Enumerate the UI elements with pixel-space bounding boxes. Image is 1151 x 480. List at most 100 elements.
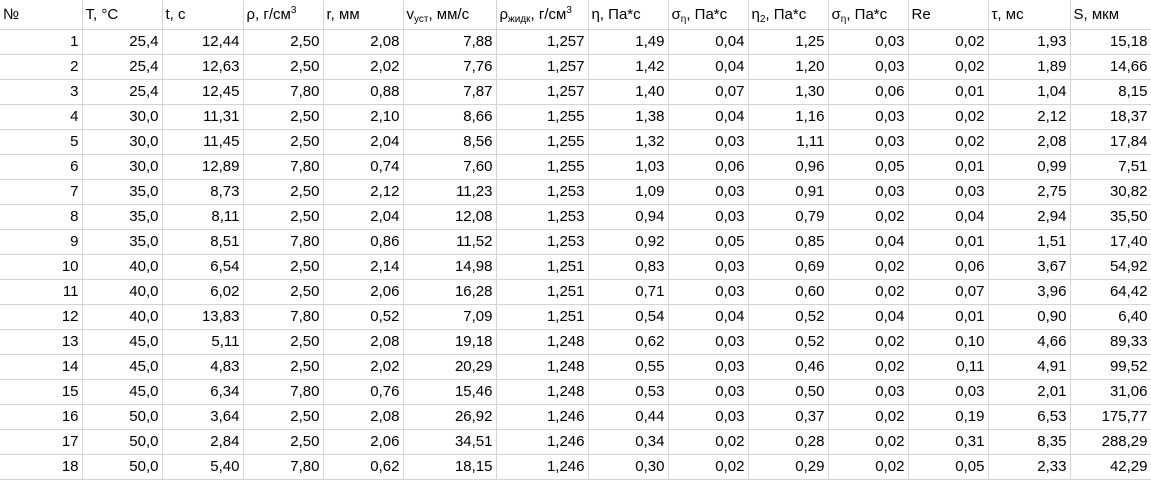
table-cell[interactable]: 25,4 [82, 79, 163, 105]
table-cell[interactable]: 0,03 [908, 179, 989, 205]
table-cell[interactable]: 1,40 [588, 79, 669, 105]
table-cell[interactable]: 0,76 [323, 379, 404, 405]
table-cell[interactable]: 2,04 [323, 129, 404, 155]
table-cell[interactable]: 16,28 [403, 279, 497, 305]
table-cell[interactable]: 0,74 [323, 154, 404, 180]
table-cell[interactable]: 1,257 [496, 29, 589, 55]
table-cell[interactable]: 0,55 [588, 354, 669, 380]
table-cell[interactable]: 0,03 [668, 379, 749, 405]
column-header[interactable]: η2, Па*с [748, 0, 829, 30]
table-cell[interactable]: 0,03 [668, 279, 749, 305]
table-cell[interactable]: 14,66 [1070, 54, 1151, 80]
table-cell[interactable]: 0,01 [908, 304, 989, 330]
table-cell[interactable]: 8,51 [162, 229, 244, 255]
table-cell[interactable]: 7,51 [1070, 154, 1151, 180]
table-cell[interactable]: 31,06 [1070, 379, 1151, 405]
table-cell[interactable]: 0,19 [908, 404, 989, 430]
table-cell[interactable]: 2,12 [323, 179, 404, 205]
table-cell[interactable]: 0,02 [908, 29, 989, 55]
table-cell[interactable]: 0,90 [988, 304, 1071, 330]
table-cell[interactable]: 1,253 [496, 204, 589, 230]
table-cell[interactable]: 2,06 [323, 429, 404, 455]
table-cell[interactable]: 1,255 [496, 154, 589, 180]
table-cell[interactable]: 25,4 [82, 29, 163, 55]
table-cell[interactable]: 0,46 [748, 354, 829, 380]
table-cell[interactable]: 2,50 [243, 329, 324, 355]
table-cell[interactable]: 2,33 [988, 454, 1071, 480]
column-header[interactable]: r, мм [323, 0, 404, 30]
column-header[interactable]: t, c [162, 0, 244, 30]
table-cell[interactable]: 5 [0, 129, 83, 155]
table-cell[interactable]: 0,03 [668, 404, 749, 430]
table-cell[interactable]: 2,06 [323, 279, 404, 305]
table-cell[interactable]: 0,60 [748, 279, 829, 305]
table-cell[interactable]: 1,246 [496, 429, 589, 455]
table-cell[interactable]: 0,03 [908, 379, 989, 405]
table-cell[interactable]: 2,14 [323, 254, 404, 280]
table-cell[interactable]: 1,248 [496, 354, 589, 380]
table-cell[interactable]: 1,255 [496, 129, 589, 155]
table-cell[interactable]: 2,50 [243, 179, 324, 205]
table-cell[interactable]: 0,02 [908, 54, 989, 80]
table-cell[interactable]: 0,02 [828, 329, 909, 355]
table-cell[interactable]: 18,15 [403, 454, 497, 480]
table-cell[interactable]: 1,255 [496, 104, 589, 130]
table-cell[interactable]: 0,03 [668, 354, 749, 380]
table-cell[interactable]: 18 [0, 454, 83, 480]
table-cell[interactable]: 0,52 [748, 329, 829, 355]
column-header[interactable]: ση, Па*с [828, 0, 909, 30]
column-header[interactable]: S, мкм [1070, 0, 1151, 30]
table-cell[interactable]: 2,50 [243, 104, 324, 130]
table-cell[interactable]: 0,96 [748, 154, 829, 180]
table-cell[interactable]: 30,0 [82, 104, 163, 130]
table-cell[interactable]: 10 [0, 254, 83, 280]
table-cell[interactable]: 7,87 [403, 79, 497, 105]
table-cell[interactable]: 3 [0, 79, 83, 105]
table-cell[interactable]: 0,03 [668, 204, 749, 230]
table-cell[interactable]: 30,82 [1070, 179, 1151, 205]
table-cell[interactable]: 45,0 [82, 354, 163, 380]
table-cell[interactable]: 0,85 [748, 229, 829, 255]
table-cell[interactable]: 8,35 [988, 429, 1071, 455]
table-cell[interactable]: 2,50 [243, 404, 324, 430]
column-header[interactable]: ρ, г/см3 [243, 0, 324, 30]
table-cell[interactable]: 2,50 [243, 204, 324, 230]
table-cell[interactable]: 15,46 [403, 379, 497, 405]
table-cell[interactable]: 0,29 [748, 454, 829, 480]
table-cell[interactable]: 0,07 [668, 79, 749, 105]
table-cell[interactable]: 3,64 [162, 404, 244, 430]
table-cell[interactable]: 6,34 [162, 379, 244, 405]
table-cell[interactable]: 0,01 [908, 154, 989, 180]
table-cell[interactable]: 0,34 [588, 429, 669, 455]
table-cell[interactable]: 0,02 [828, 404, 909, 430]
table-cell[interactable]: 2,50 [243, 429, 324, 455]
table-cell[interactable]: 175,77 [1070, 404, 1151, 430]
table-cell[interactable]: 4 [0, 104, 83, 130]
table-cell[interactable]: 45,0 [82, 379, 163, 405]
table-cell[interactable]: 2,12 [988, 104, 1071, 130]
table-cell[interactable]: 35,0 [82, 179, 163, 205]
table-cell[interactable]: 1,42 [588, 54, 669, 80]
table-cell[interactable]: 2,02 [323, 354, 404, 380]
table-cell[interactable]: 30,0 [82, 154, 163, 180]
table-cell[interactable]: 0,06 [828, 79, 909, 105]
table-cell[interactable]: 2,08 [323, 329, 404, 355]
table-cell[interactable]: 40,0 [82, 279, 163, 305]
table-cell[interactable]: 0,53 [588, 379, 669, 405]
table-cell[interactable]: 7 [0, 179, 83, 205]
column-header[interactable]: ση, Па*с [668, 0, 749, 30]
table-cell[interactable]: 40,0 [82, 304, 163, 330]
table-cell[interactable]: 12,08 [403, 204, 497, 230]
table-cell[interactable]: 8,66 [403, 104, 497, 130]
table-cell[interactable]: 7,80 [243, 229, 324, 255]
table-cell[interactable]: 7,80 [243, 79, 324, 105]
table-cell[interactable]: 2,50 [243, 254, 324, 280]
table-cell[interactable]: 0,02 [668, 429, 749, 455]
table-cell[interactable]: 2,10 [323, 104, 404, 130]
table-cell[interactable]: 2,84 [162, 429, 244, 455]
table-cell[interactable]: 2,50 [243, 29, 324, 55]
table-cell[interactable]: 4,91 [988, 354, 1071, 380]
table-cell[interactable]: 1,38 [588, 104, 669, 130]
table-cell[interactable]: 1,25 [748, 29, 829, 55]
